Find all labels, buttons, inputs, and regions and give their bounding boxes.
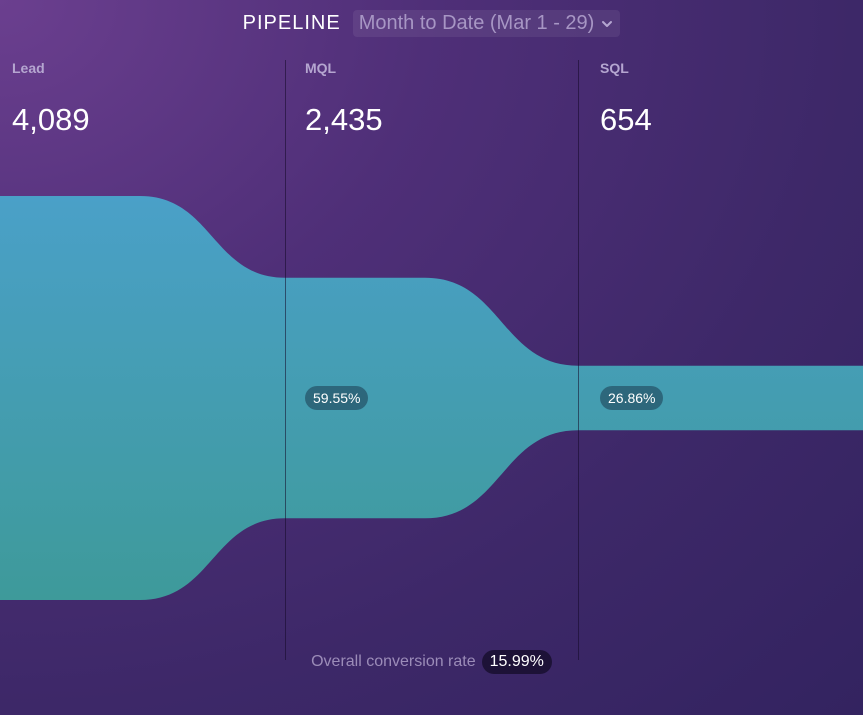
overall-conversion-badge: 15.99%	[481, 650, 552, 674]
conversion-badge-sql: 26.86%	[600, 386, 664, 410]
chart-header: PIPELINE Month to Date (Mar 1 - 29)	[0, 10, 863, 40]
stage-mql: MQL 2,435	[305, 60, 383, 138]
funnel-band	[0, 196, 863, 600]
stage-sql: SQL 654	[600, 60, 652, 138]
stage-sql-name: SQL	[600, 60, 629, 76]
chevron-down-icon	[602, 20, 613, 27]
stage-mql-value: 2,435	[305, 102, 383, 137]
stage-mql-name: MQL	[305, 60, 337, 76]
conversion-badge-mql: 59.55%	[305, 386, 369, 410]
stage-divider-mql	[285, 60, 286, 660]
page-title: PIPELINE	[242, 12, 341, 34]
overall-conversion: Overall conversion rate 15.99%	[0, 650, 863, 674]
period-dropdown[interactable]: Month to Date (Mar 1 - 29)	[352, 10, 621, 37]
stage-lead-value: 4,089	[12, 102, 90, 137]
period-label: Month to Date (Mar 1 - 29)	[358, 12, 595, 34]
stage-sql-value: 654	[600, 102, 652, 137]
overall-conversion-label: Overall conversion rate	[311, 653, 476, 670]
stage-lead: Lead 4,089	[12, 60, 90, 138]
stage-divider-sql	[578, 60, 579, 660]
stage-lead-name: Lead	[12, 60, 45, 76]
